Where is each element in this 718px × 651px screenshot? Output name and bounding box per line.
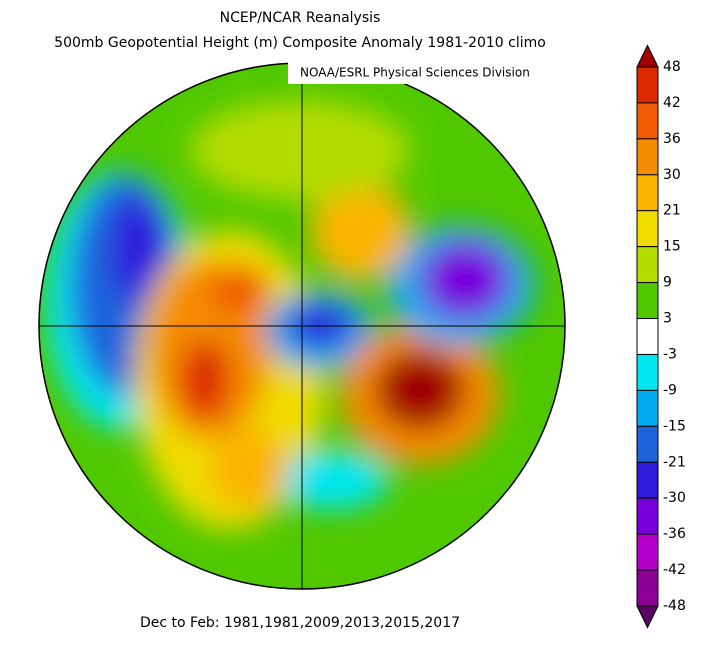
subtitle: 500mb Geopotential Height (m) Composite … xyxy=(54,35,546,51)
colorbar-label: 9 xyxy=(663,275,672,291)
colorbar-swatch xyxy=(636,318,659,355)
colorbar-label: -36 xyxy=(663,526,686,542)
colorbar-label: 30 xyxy=(663,167,681,183)
colorbar-label: 3 xyxy=(663,311,672,327)
colorbar-swatch xyxy=(636,66,659,104)
colorbar-label: 15 xyxy=(663,239,681,255)
colorbar: 48 42 36 30 21 15 9 3 -3 -9 -15 -21 -30 -36 -42 -48 xyxy=(636,44,686,629)
colorbar-swatch xyxy=(636,210,659,248)
colorbar-label: 21 xyxy=(663,203,681,219)
colorbar-label: -48 xyxy=(663,598,686,614)
colorbar-swatch xyxy=(636,425,659,463)
title: NCEP/NCAR Reanalysis xyxy=(220,10,381,26)
credit-box xyxy=(288,62,560,84)
colorbar-label: -3 xyxy=(663,346,677,362)
colorbar-label: 36 xyxy=(663,131,681,147)
colorbar-label: -15 xyxy=(663,418,686,434)
colorbar-label: -30 xyxy=(663,490,686,506)
colorbar-swatch xyxy=(636,138,659,176)
footer: Dec to Feb: 1981,1981,2009,2013,2015,201… xyxy=(140,615,460,631)
colorbar-label: -21 xyxy=(663,454,686,470)
credit: NOAA/ESRL Physical Sciences Division xyxy=(300,66,530,80)
colorbar-swatch xyxy=(636,102,659,140)
colorbar-arrow xyxy=(636,605,659,629)
colorbar-swatch xyxy=(636,461,659,499)
colorbar-label: 48 xyxy=(663,59,681,75)
colorbar-swatch xyxy=(636,174,659,212)
colorbar-swatch xyxy=(636,282,659,320)
colorbar-swatch xyxy=(636,497,659,535)
colorbar-swatch xyxy=(636,389,659,427)
colorbar-swatch xyxy=(636,353,659,391)
colorbar-label: -9 xyxy=(663,382,677,398)
colorbar-swatch xyxy=(636,533,659,571)
colorbar-label: -42 xyxy=(663,562,686,578)
colorbar-label: 42 xyxy=(663,95,681,111)
colorbar-swatch xyxy=(636,246,659,284)
colorbar-swatch xyxy=(636,569,659,607)
